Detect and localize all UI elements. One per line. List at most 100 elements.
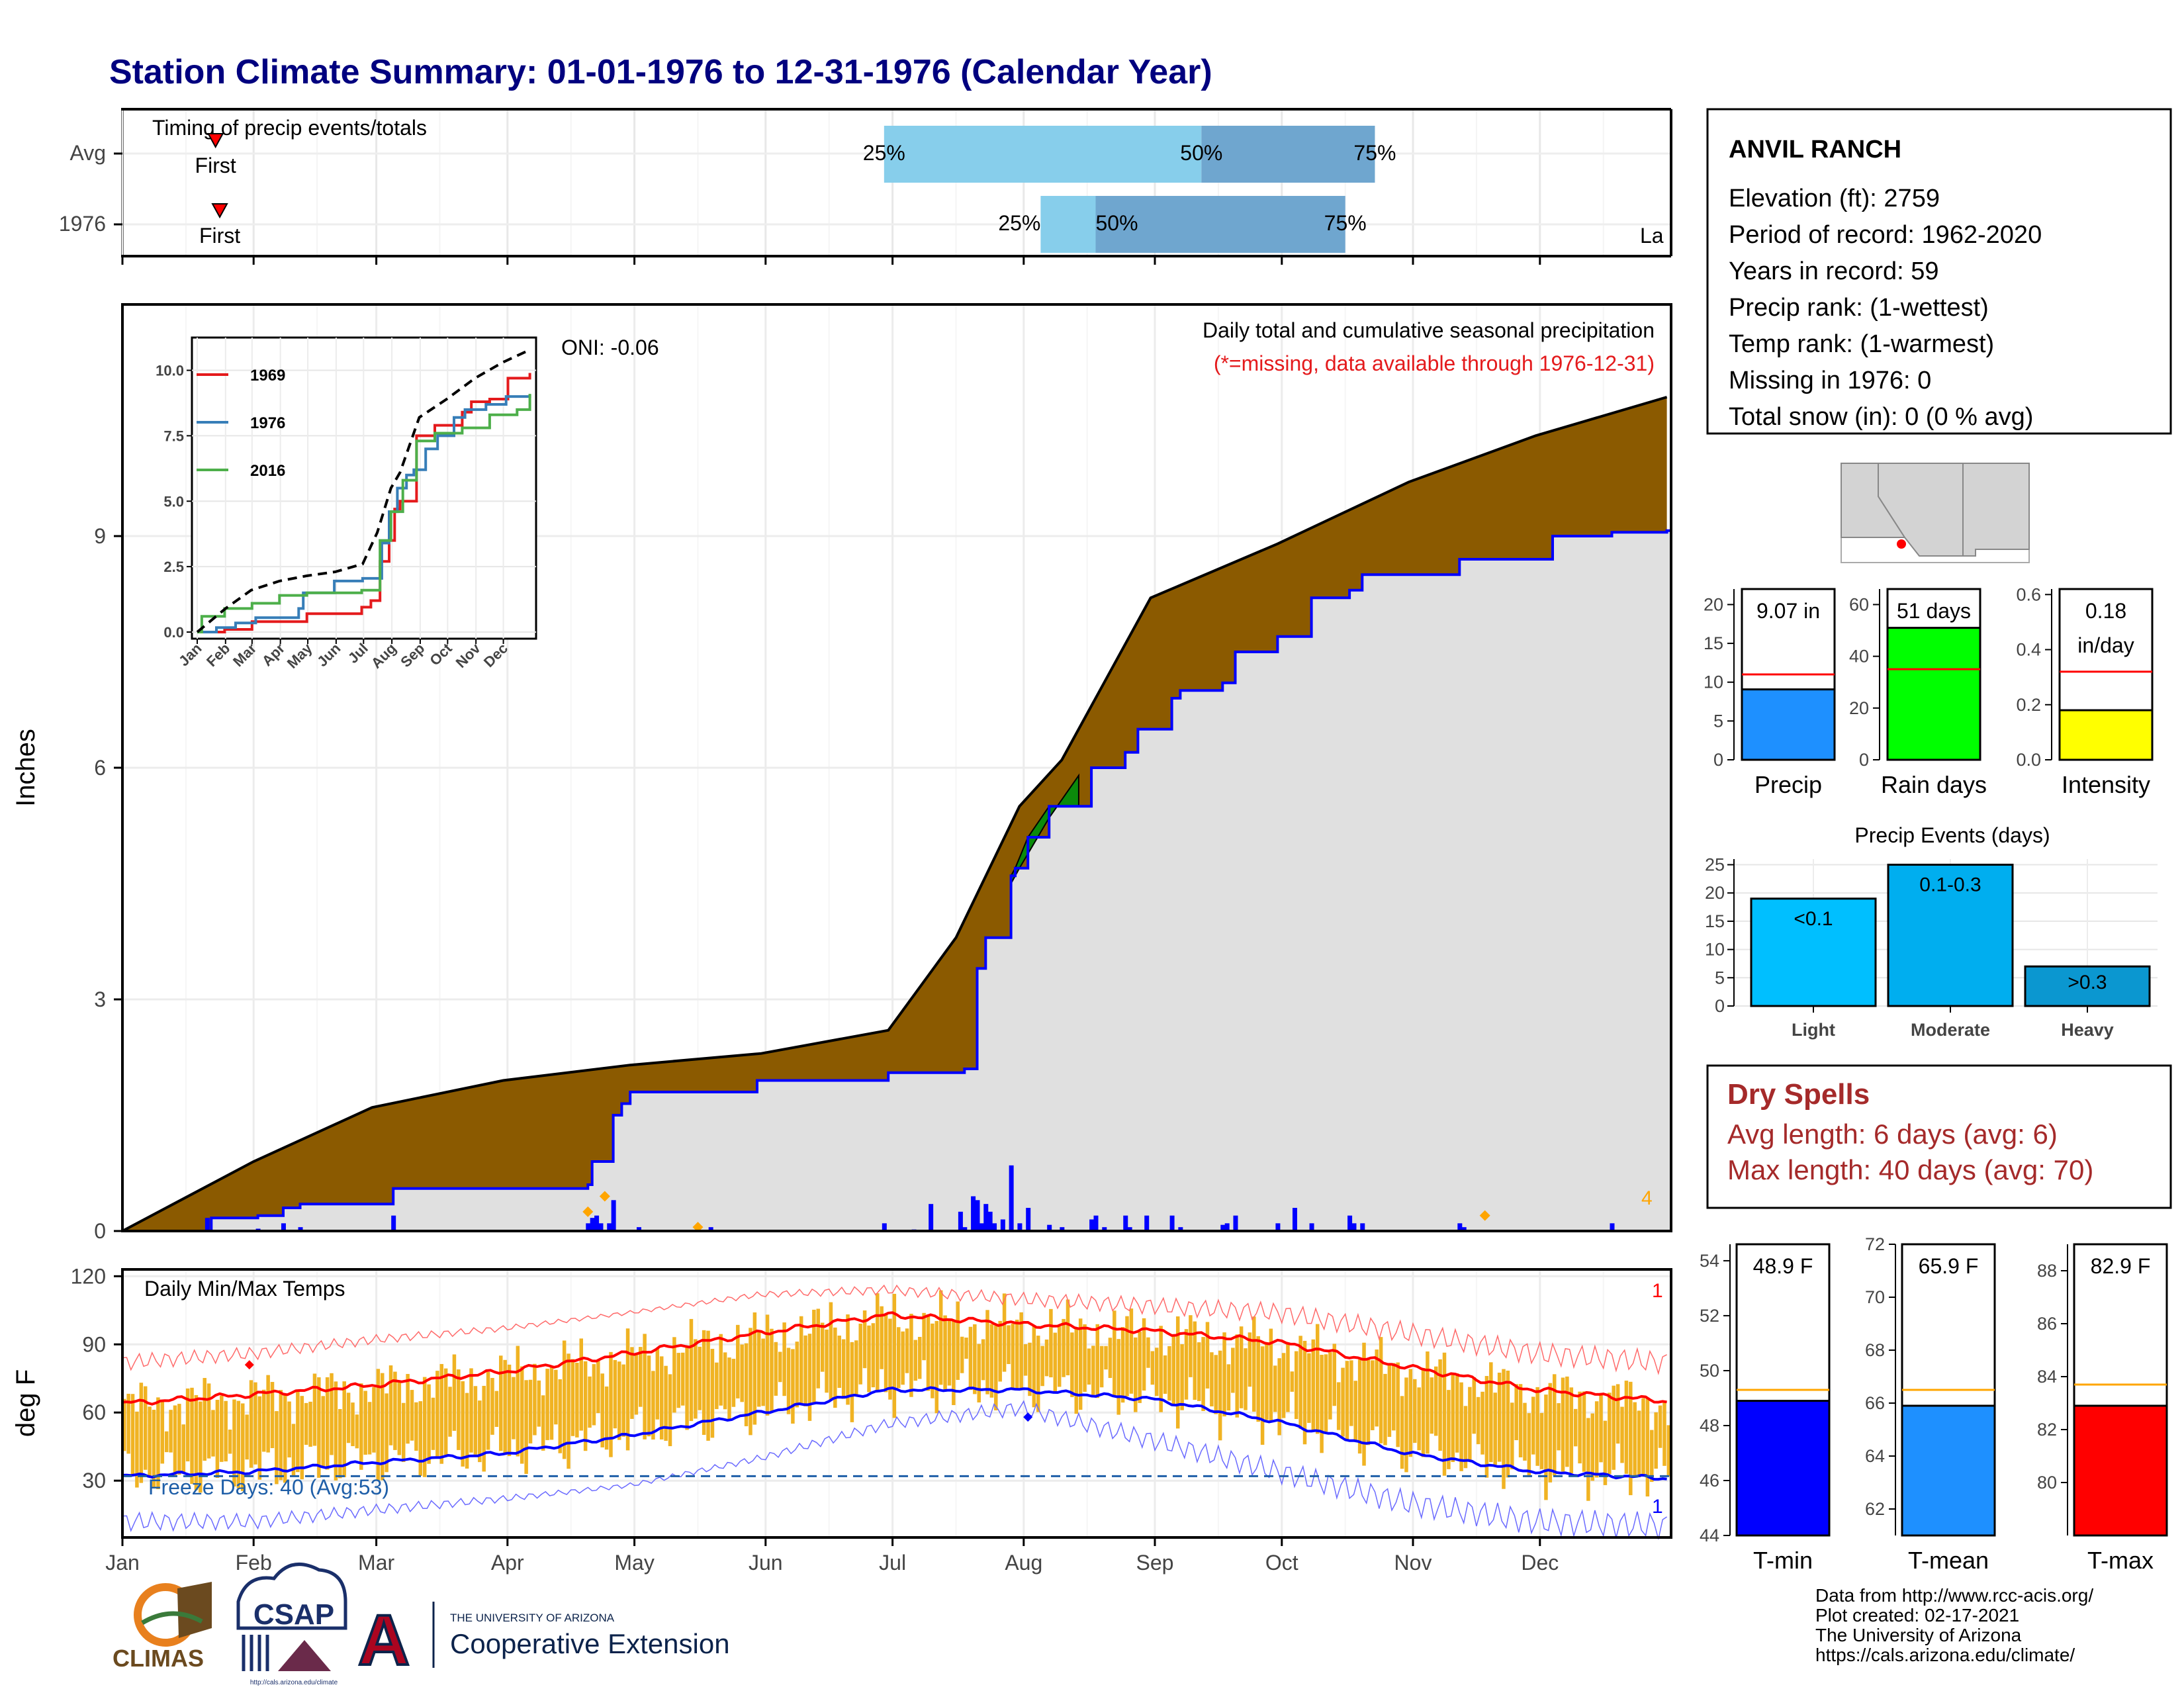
daily-temp-bar (1612, 1385, 1615, 1470)
daily-temp-bar (156, 1397, 160, 1490)
timing-title: Timing of precip events/totals (152, 116, 427, 140)
daily-temp-bar (897, 1327, 901, 1389)
daily-temp-bar (1637, 1410, 1641, 1478)
daily-temp-bar (164, 1431, 169, 1453)
footer: CLIMAS CSAP http://cals.arizona.edu/clim… (113, 1563, 2093, 1686)
daily-temp-bar (1544, 1394, 1548, 1500)
daily-temp-bar (1298, 1336, 1302, 1429)
avg-cumulative-line (122, 396, 1668, 1232)
daily-temp-bar (1489, 1362, 1493, 1463)
daily-temp-bar (600, 1373, 604, 1447)
mini-bar-label: T-max (2087, 1547, 2154, 1574)
daily-temp-bar (279, 1390, 283, 1481)
station-info-line: Precip rank: (1-wettest) (1729, 294, 1989, 322)
daily-temp-bar (1256, 1336, 1260, 1422)
precip-event-marker-icon (582, 1206, 594, 1217)
mini-bar-value-label: 0.18 (2085, 599, 2126, 623)
daily-temp-bar (1650, 1430, 1654, 1483)
inset-ytick-label: 0.0 (163, 624, 184, 641)
daily-precip-bar (958, 1211, 963, 1231)
daily-temp-bar (1472, 1377, 1477, 1434)
inset-series-line (196, 348, 531, 633)
daily-temp-bar (287, 1401, 291, 1458)
daily-temp-bar (749, 1328, 752, 1436)
daily-temp-bar (1315, 1324, 1320, 1434)
daily-temp-bar (312, 1373, 317, 1446)
daily-temp-bar (1235, 1334, 1239, 1418)
daily-temp-bar (169, 1410, 173, 1453)
daily-precip-bar (594, 1215, 600, 1231)
inset-ytick-label: 2.5 (163, 559, 184, 575)
mini-ytick-label: 60 (1849, 594, 1869, 614)
daily-temp-bar (232, 1399, 236, 1487)
daily-temp-bar (1099, 1346, 1104, 1388)
daily-temp-bar (1222, 1332, 1226, 1417)
daily-temp-bar (363, 1391, 367, 1455)
daily-temp-bar (330, 1373, 334, 1455)
daily-temp-bar (401, 1402, 406, 1462)
station-info-line: Missing in 1976: 0 (1729, 367, 1931, 394)
mini-ytick-label: 80 (2037, 1473, 2057, 1492)
daily-temp-bar (1028, 1342, 1032, 1396)
events-title: Precip Events (days) (1854, 823, 2050, 847)
daily-temp-bar (435, 1371, 439, 1457)
daily-temp-bar (744, 1343, 749, 1426)
daily-temp-bar (1447, 1390, 1451, 1469)
record-min-line (122, 1400, 1668, 1539)
daily-temp-bar (143, 1386, 148, 1470)
daily-temp-bar (1210, 1352, 1214, 1406)
daily-temp-bar (1302, 1340, 1307, 1445)
month-label: Oct (1265, 1551, 1298, 1575)
daily-temp-bar (977, 1344, 981, 1403)
event-bar-label: >0.3 (2068, 972, 2107, 993)
mini-ytick-label: 68 (1865, 1340, 1885, 1360)
credit-line: The University of Arizona (1815, 1625, 2022, 1645)
daily-temp-bar (1044, 1339, 1049, 1377)
mini-bar-value (1735, 1400, 1831, 1537)
daily-temp-bar (609, 1351, 613, 1457)
event-bar (2024, 965, 2151, 1007)
daily-temp-bar (867, 1325, 871, 1393)
daily-temp-bar (816, 1308, 821, 1389)
daily-temp-bar (494, 1391, 499, 1427)
inset-series-line (197, 394, 531, 633)
daily-temp-bar (541, 1395, 545, 1451)
events-ytick-label: 0 (1715, 996, 1725, 1016)
daily-temp-bar (694, 1339, 698, 1419)
daily-temp-bar (643, 1334, 647, 1440)
daily-temp-bar (549, 1366, 554, 1440)
timing-bar-q25-q50 (884, 126, 1202, 183)
daily-precip-bar (1360, 1223, 1365, 1231)
daily-temp-bar (1561, 1377, 1565, 1472)
daily-temp-bar (516, 1346, 520, 1457)
daily-temp-bar (757, 1330, 761, 1407)
daily-temp-bar (994, 1325, 998, 1410)
daily-temp-bar (1294, 1351, 1298, 1420)
main-ytick-label: 3 (94, 987, 106, 1011)
daily-temp-bar (858, 1323, 862, 1385)
daily-temp-bar (1535, 1387, 1539, 1466)
events-ytick-label: 15 (1705, 911, 1725, 931)
daily-temp-bar (291, 1424, 296, 1476)
daily-precip-bar (1017, 1223, 1023, 1231)
daily-precip-bar (882, 1223, 887, 1231)
daily-temp-bar (1104, 1346, 1108, 1370)
daily-precip-bar (607, 1223, 612, 1231)
daily-temp-bar (968, 1326, 973, 1391)
daily-temp-bar (1011, 1324, 1015, 1390)
main-ytick-label: 0 (94, 1219, 106, 1243)
daily-temp-bar (998, 1320, 1002, 1382)
daily-temp-bar (892, 1293, 897, 1418)
mini-ytick-label: 64 (1865, 1446, 1885, 1466)
inset-ytick-label: 5.0 (163, 493, 184, 510)
station-info-line: Temp rank: (1-warmest) (1729, 330, 1994, 358)
csap-logo: CSAP http://cals.arizona.edu/climate (236, 1563, 347, 1686)
daily-temp-bar (422, 1377, 427, 1477)
daily-temp-bar (1171, 1335, 1176, 1404)
mini-ytick-label: 0.2 (2016, 695, 2041, 715)
daily-precip-bar (611, 1200, 616, 1231)
timing-first-label: First (199, 224, 240, 248)
daily-temp-bar (418, 1401, 423, 1476)
daily-temp-bar (1180, 1344, 1184, 1410)
daily-temp-bar (1578, 1391, 1582, 1464)
